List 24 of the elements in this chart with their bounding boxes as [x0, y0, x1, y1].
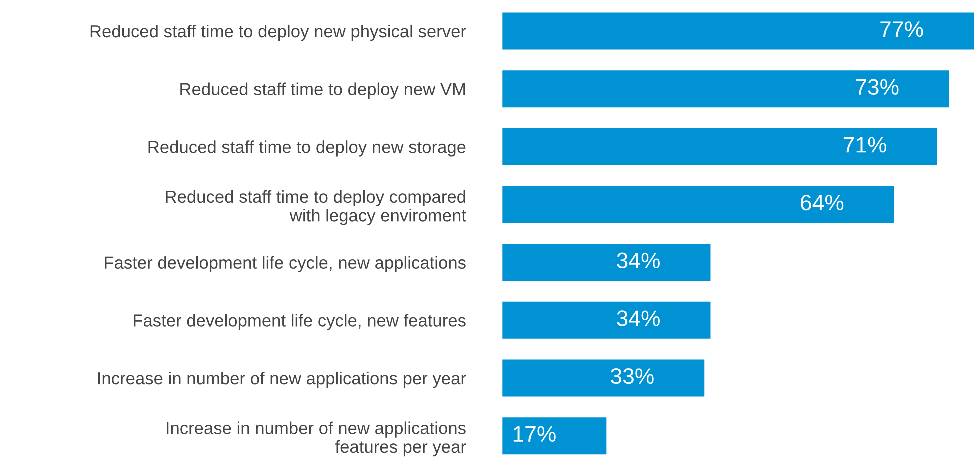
data-label: 33%	[611, 368, 654, 384]
data-label: 17%	[514, 426, 556, 442]
data-label: 73%	[856, 79, 899, 96]
bar	[502, 302, 711, 339]
bar	[502, 128, 938, 166]
bar	[502, 70, 950, 108]
y-tick-label: Reduced staff time to deploy new physical server	[90, 24, 466, 42]
y-tick-label: Reduced staff time to deploy new VM	[180, 82, 466, 99]
data-label: 34%	[617, 310, 660, 326]
y-tick-label: Increase in number of new applications per year	[98, 372, 466, 388]
bar	[502, 418, 607, 455]
data-label: 77%	[880, 22, 924, 38]
y-tick-label: Faster development life cycle, new applications	[105, 256, 466, 272]
data-label: 34%	[617, 252, 660, 269]
bar	[502, 244, 711, 282]
y-tick-label: Increase in number of new applications features per year	[167, 422, 466, 457]
data-label: 71%	[844, 137, 887, 153]
data-label: 64%	[801, 194, 844, 211]
y-tick-label: Reduced staff time to deploy new storage	[148, 140, 466, 157]
bar	[502, 360, 705, 397]
bar	[502, 12, 974, 50]
bar	[502, 186, 894, 224]
y-tick-label: Faster development life cycle, new features	[134, 314, 466, 330]
y-tick-label: Reduced staff time to deploy compared with legacy enviroment	[166, 190, 466, 226]
